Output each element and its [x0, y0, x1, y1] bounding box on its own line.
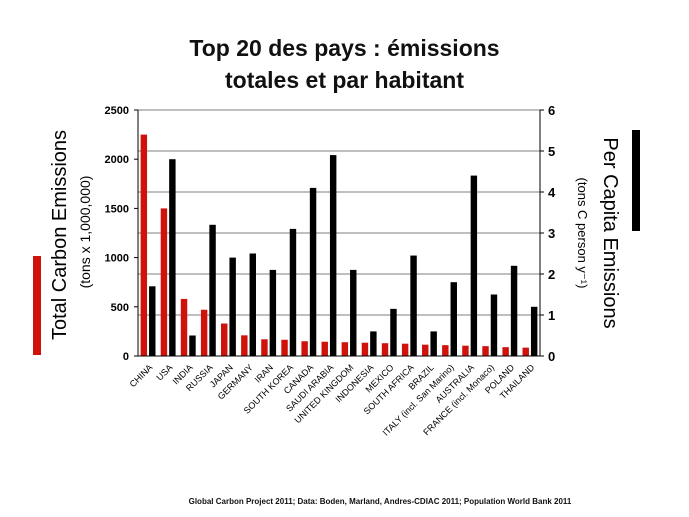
right-axis-title: Per Capita Emissions: [599, 137, 621, 328]
bar-per-capita: [269, 269, 277, 356]
bar-total: [160, 208, 168, 356]
bar-total: [482, 346, 489, 356]
bar-total: [502, 347, 509, 356]
bar-total: [200, 309, 208, 356]
left-tick-label: 0: [123, 351, 129, 363]
left-tick-label: 1000: [105, 253, 129, 265]
bar-total: [401, 343, 409, 356]
left-tick-label: 1500: [105, 203, 129, 215]
right-tick-label: 1: [548, 308, 555, 323]
right-axis-subtitle: (tons C person y⁻¹): [575, 178, 590, 289]
bar-total: [462, 345, 469, 356]
bar-total: [301, 341, 308, 356]
bar-per-capita: [410, 255, 417, 356]
bar-per-capita: [370, 331, 377, 356]
bar-total: [241, 335, 248, 356]
bar-per-capita: [329, 155, 337, 356]
title-line-1: Top 20 des pays : émissions: [189, 35, 500, 61]
bar-total: [321, 341, 328, 356]
bar-per-capita: [450, 282, 457, 356]
bar-per-capita: [149, 286, 156, 356]
left-axis-subtitle: (tons x 1,000,000): [77, 176, 93, 289]
left-tick-label: 2000: [105, 154, 129, 166]
bar-total: [140, 134, 148, 356]
bar-total: [221, 323, 228, 356]
bar-per-capita: [430, 331, 437, 356]
bar-total: [361, 342, 369, 356]
bar-total: [442, 345, 449, 356]
bar-per-capita: [470, 175, 478, 356]
bar-per-capita: [169, 159, 176, 356]
left-tick-label: 500: [111, 302, 129, 314]
bar-per-capita: [530, 306, 538, 356]
left-axis-title: Total Carbon Emissions: [49, 130, 71, 340]
bar-per-capita: [289, 228, 297, 356]
category-label: CHINA: [128, 362, 155, 389]
left-tick-label: 2500: [105, 105, 129, 117]
bar-per-capita: [510, 265, 518, 356]
bar-total: [341, 342, 349, 356]
legend-swatch-per-capita: [632, 130, 640, 231]
source-note: Global Carbon Project 2011; Data: Boden,…: [188, 497, 572, 506]
right-tick-label: 6: [548, 103, 555, 118]
bar-per-capita: [350, 269, 357, 356]
bar-per-capita: [189, 335, 196, 356]
right-tick-label: 0: [548, 349, 555, 364]
right-tick-label: 5: [548, 144, 555, 159]
bar-total: [281, 339, 288, 356]
bar-per-capita: [249, 253, 256, 356]
bar-total: [381, 343, 389, 356]
bar-per-capita: [490, 294, 498, 356]
title-line-2: totales et par habitant: [225, 67, 464, 93]
bar-per-capita: [209, 224, 216, 356]
chart-title: Top 20 des pays : émissions totales et p…: [0, 32, 689, 96]
right-tick-label: 3: [548, 226, 555, 241]
bar-total: [261, 339, 268, 356]
bar-total: [422, 344, 429, 356]
bar-per-capita: [229, 257, 236, 356]
legend-swatch-total: [33, 256, 41, 355]
right-tick-label: 2: [548, 267, 555, 282]
bar-per-capita: [309, 187, 317, 356]
right-tick-label: 4: [548, 185, 556, 200]
bar-total: [522, 347, 529, 356]
bar-total: [180, 298, 188, 356]
bar-per-capita: [390, 308, 397, 356]
